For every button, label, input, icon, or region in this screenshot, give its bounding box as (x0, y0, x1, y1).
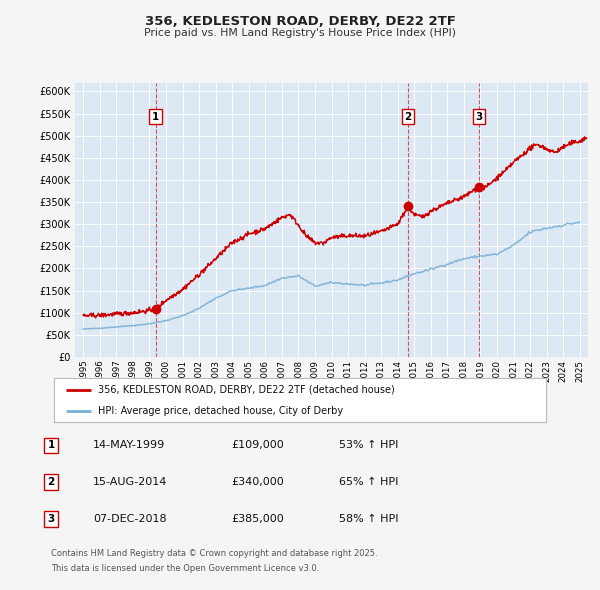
Text: £385,000: £385,000 (231, 514, 284, 523)
Text: 58% ↑ HPI: 58% ↑ HPI (339, 514, 398, 523)
Text: This data is licensed under the Open Government Licence v3.0.: This data is licensed under the Open Gov… (51, 565, 319, 573)
Text: 356, KEDLESTON ROAD, DERBY, DE22 2TF (detached house): 356, KEDLESTON ROAD, DERBY, DE22 2TF (de… (98, 385, 395, 395)
Text: 1: 1 (152, 112, 159, 122)
Text: 2: 2 (404, 112, 412, 122)
Text: Price paid vs. HM Land Registry's House Price Index (HPI): Price paid vs. HM Land Registry's House … (144, 28, 456, 38)
Text: 53% ↑ HPI: 53% ↑ HPI (339, 441, 398, 450)
Text: 65% ↑ HPI: 65% ↑ HPI (339, 477, 398, 487)
Text: 1: 1 (47, 441, 55, 450)
Text: 2: 2 (47, 477, 55, 487)
Text: £109,000: £109,000 (231, 441, 284, 450)
Text: HPI: Average price, detached house, City of Derby: HPI: Average price, detached house, City… (98, 406, 343, 416)
Text: 3: 3 (475, 112, 483, 122)
Text: 07-DEC-2018: 07-DEC-2018 (93, 514, 167, 523)
Text: £340,000: £340,000 (231, 477, 284, 487)
Text: 14-MAY-1999: 14-MAY-1999 (93, 441, 165, 450)
Text: 3: 3 (47, 514, 55, 523)
Text: 356, KEDLESTON ROAD, DERBY, DE22 2TF: 356, KEDLESTON ROAD, DERBY, DE22 2TF (145, 15, 455, 28)
Text: Contains HM Land Registry data © Crown copyright and database right 2025.: Contains HM Land Registry data © Crown c… (51, 549, 377, 558)
Text: 15-AUG-2014: 15-AUG-2014 (93, 477, 167, 487)
